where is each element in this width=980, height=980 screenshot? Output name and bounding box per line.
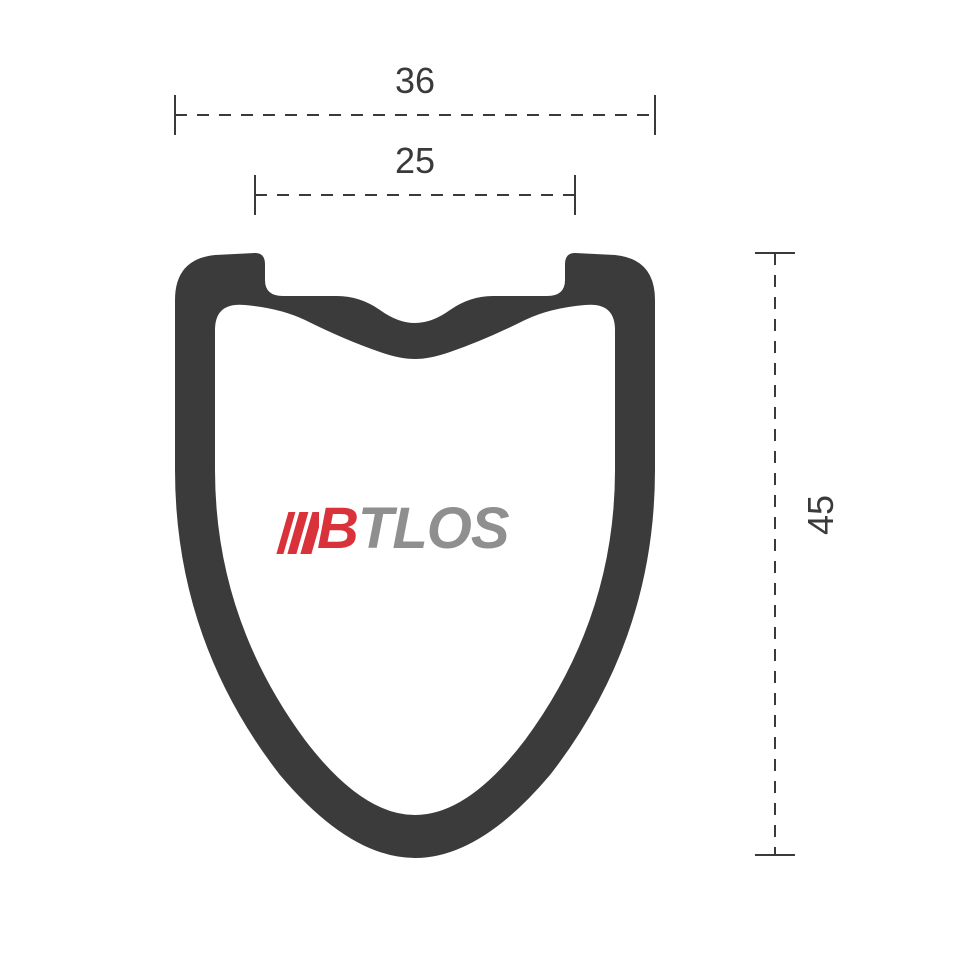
diagram-svg — [0, 0, 980, 980]
diagram-canvas: 36 25 45 BTLOS — [0, 0, 980, 980]
logo-stripes-icon — [275, 510, 319, 556]
brand-logo: BTLOS — [275, 495, 509, 562]
label-depth: 45 — [800, 495, 842, 535]
logo-text-rest: TLOS — [358, 496, 509, 561]
label-inner-width: 25 — [395, 140, 435, 182]
label-outer-width: 36 — [395, 60, 435, 102]
logo-letter-b: B — [317, 496, 358, 561]
dimension-depth — [755, 253, 795, 855]
